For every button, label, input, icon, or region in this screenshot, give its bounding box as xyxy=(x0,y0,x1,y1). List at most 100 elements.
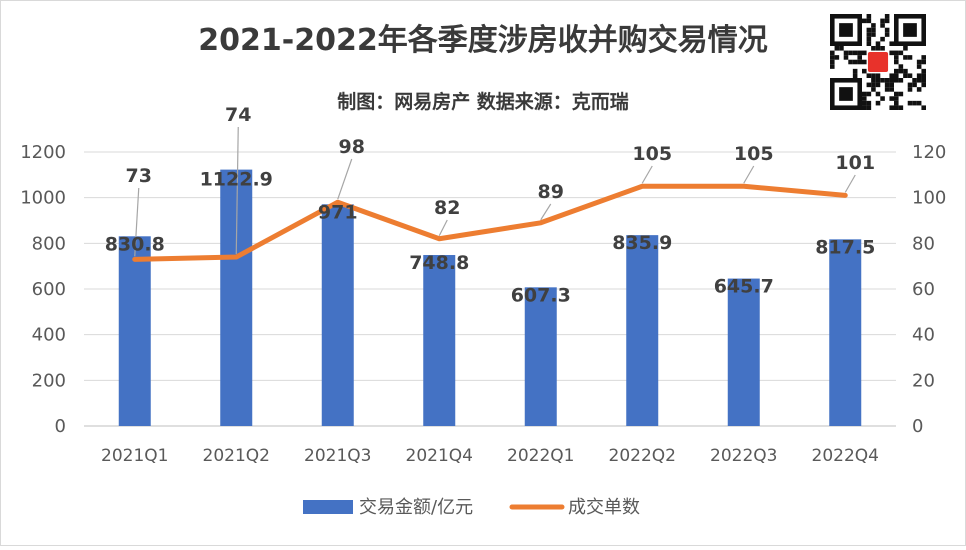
qr-finder-core xyxy=(839,87,853,101)
x-tick-label: 2022Q4 xyxy=(812,446,879,466)
legend: 交易金额/亿元 成交单数 xyxy=(303,497,640,518)
qr-module xyxy=(889,82,894,88)
qr-module xyxy=(916,100,922,106)
qr-module xyxy=(830,59,835,65)
leader-line xyxy=(438,219,448,237)
qr-module xyxy=(889,73,894,78)
leader-line xyxy=(337,158,353,200)
qr-module xyxy=(898,68,904,74)
qr-module xyxy=(889,78,894,83)
qr-module xyxy=(884,87,890,92)
leader-line xyxy=(844,174,856,193)
x-tick-label: 2021Q4 xyxy=(406,446,473,466)
qr-module xyxy=(903,73,908,78)
qr-code-icon xyxy=(830,14,926,110)
line-series xyxy=(132,183,848,262)
qr-module xyxy=(894,105,899,110)
qr-module xyxy=(834,46,840,51)
y-right-tick-label: 40 xyxy=(912,325,935,346)
qr-module xyxy=(875,78,881,83)
qr-module xyxy=(866,36,872,42)
qr-module xyxy=(916,59,922,65)
y-left-tick-label: 200 xyxy=(32,370,66,391)
qr-finder-core xyxy=(903,23,917,37)
qr-module xyxy=(848,59,853,65)
y-right-tick-label: 120 xyxy=(912,142,946,163)
bar-value-label: 971 xyxy=(318,201,358,223)
qr-module xyxy=(866,14,872,19)
y-right-tick-label: 100 xyxy=(912,188,946,209)
leader-line xyxy=(641,165,653,184)
qr-module xyxy=(907,55,913,60)
qr-module xyxy=(907,73,913,78)
y-left-tick-label: 800 xyxy=(32,233,66,254)
leader-line xyxy=(743,165,755,184)
qr-logo-badge xyxy=(867,51,889,73)
qr-module xyxy=(894,91,899,97)
qr-module xyxy=(903,46,908,51)
qr-module xyxy=(862,18,867,24)
qr-module xyxy=(884,14,890,19)
qr-module xyxy=(880,23,885,28)
bar-series xyxy=(118,169,862,427)
line-path xyxy=(132,183,848,262)
qr-module xyxy=(903,68,908,74)
y-axis-left: 0 200 400 600 800 1000 1200 xyxy=(20,142,66,437)
qr-module xyxy=(884,78,890,83)
qr-module xyxy=(843,50,849,56)
qr-module xyxy=(880,96,885,101)
x-axis: 2021Q1 2021Q2 2021Q3 2021Q4 2022Q1 2022Q2 2022… xyxy=(101,446,879,466)
qr-module xyxy=(843,55,849,60)
qr-module xyxy=(889,87,894,92)
qr-module xyxy=(916,78,922,83)
x-tick-label: 2022Q3 xyxy=(710,446,777,466)
bar xyxy=(829,239,862,426)
qr-module xyxy=(898,64,904,69)
qr-module xyxy=(889,96,894,101)
line-value-label: 98 xyxy=(339,136,365,158)
qr-module xyxy=(871,27,876,33)
qr-module xyxy=(875,91,881,97)
qr-module xyxy=(875,46,881,51)
legend-label-bar: 交易金额/亿元 xyxy=(359,497,473,518)
qr-module xyxy=(862,68,867,74)
qr-module xyxy=(857,50,862,56)
qr-module xyxy=(862,100,867,106)
qr-module xyxy=(894,73,899,78)
bar xyxy=(118,236,151,426)
bar xyxy=(423,255,456,426)
line-value-label: 101 xyxy=(835,152,875,174)
legend-label-line: 成交单数 xyxy=(568,497,640,518)
data-labels: 830.8 1122.9 971 748.8 607.3 835.9 645.7 817.5 7… xyxy=(105,104,876,306)
qr-module xyxy=(880,46,885,51)
qr-module xyxy=(848,50,853,56)
y-left-tick-label: 600 xyxy=(32,279,66,300)
x-tick-label: 2021Q1 xyxy=(101,446,168,466)
qr-module xyxy=(884,27,890,33)
qr-module xyxy=(894,50,899,56)
qr-module xyxy=(921,82,926,88)
qr-module xyxy=(875,100,881,106)
qr-module xyxy=(894,100,899,106)
qr-module xyxy=(889,41,894,46)
qr-module xyxy=(894,68,899,74)
bar-value-label: 817.5 xyxy=(815,236,875,258)
y-left-tick-label: 400 xyxy=(32,325,66,346)
qr-module xyxy=(894,59,899,65)
qr-module xyxy=(830,55,835,60)
qr-module xyxy=(907,100,913,106)
qr-module xyxy=(866,100,872,106)
line-value-label: 73 xyxy=(126,165,152,187)
leader-line xyxy=(134,187,140,257)
qr-module xyxy=(912,82,917,88)
qr-module xyxy=(862,59,867,65)
bar xyxy=(524,287,557,426)
qr-module xyxy=(871,32,876,37)
qr-module xyxy=(903,55,908,60)
y-right-tick-label: 0 xyxy=(912,416,923,437)
qr-module xyxy=(852,50,858,56)
qr-module xyxy=(866,105,872,110)
